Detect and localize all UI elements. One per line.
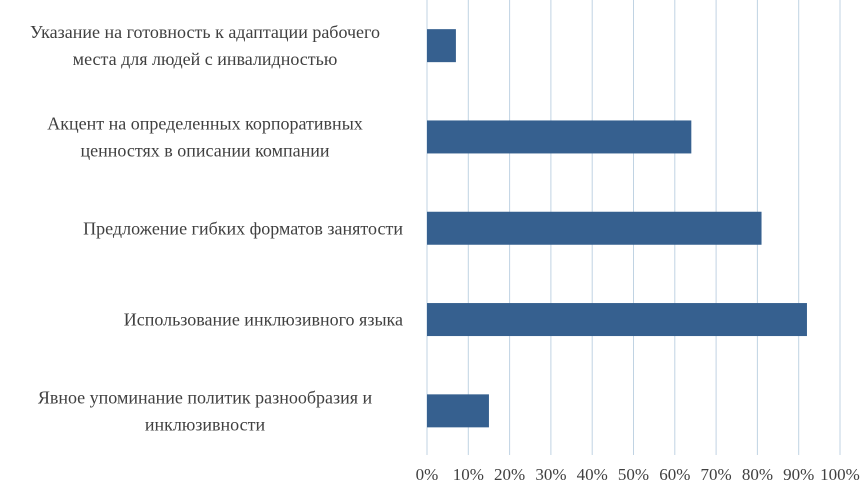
bar: [427, 120, 692, 154]
category-label-line: Предложение гибких форматов занятости: [83, 218, 403, 238]
category-label-line: Явное упоминание политик разнообразия и: [38, 387, 373, 407]
bar: [427, 303, 807, 337]
bars: [427, 29, 807, 428]
bar: [427, 29, 456, 63]
x-tick-label: 30%: [535, 465, 566, 484]
bar: [427, 211, 762, 245]
category-label-line: ценностях в описании компании: [81, 140, 330, 160]
category-label-line: Использование инклюзивного языка: [124, 310, 403, 330]
bar: [427, 394, 489, 428]
x-tick-label: 90%: [783, 465, 814, 484]
x-tick-label: 60%: [659, 465, 690, 484]
x-tick-label: 50%: [618, 465, 649, 484]
category-label-line: Указание на готовность к адаптации рабоч…: [30, 22, 380, 42]
category-label: Явное упоминание политик разнообразия и и…: [38, 387, 373, 434]
x-tick-label: 80%: [742, 465, 773, 484]
category-label: Акцент на определенных корпоративных ценн…: [47, 113, 363, 160]
x-tick-label: 40%: [577, 465, 608, 484]
category-label: Использование инклюзивного языка: [124, 310, 403, 330]
x-tick-label: 100%: [820, 465, 860, 484]
x-tick-label: 0%: [416, 465, 439, 484]
category-label-line: Акцент на определенных корпоративных: [47, 113, 363, 133]
category-label: Предложение гибких форматов занятости: [83, 218, 403, 238]
category-label: Указание на готовность к адаптации рабоч…: [30, 22, 380, 69]
x-tick-label: 20%: [494, 465, 525, 484]
category-label-line: инклюзивности: [145, 414, 266, 434]
x-tick-label: 70%: [701, 465, 732, 484]
x-tick-label: 10%: [453, 465, 484, 484]
category-label-line: места для людей с инвалидностью: [73, 49, 338, 69]
x-axis-tick-labels: 0% 10% 20% 30% 40% 50% 60% 70% 80% 90% 100%: [416, 465, 860, 484]
category-labels: Указание на готовность к адаптации рабоч…: [30, 22, 403, 434]
